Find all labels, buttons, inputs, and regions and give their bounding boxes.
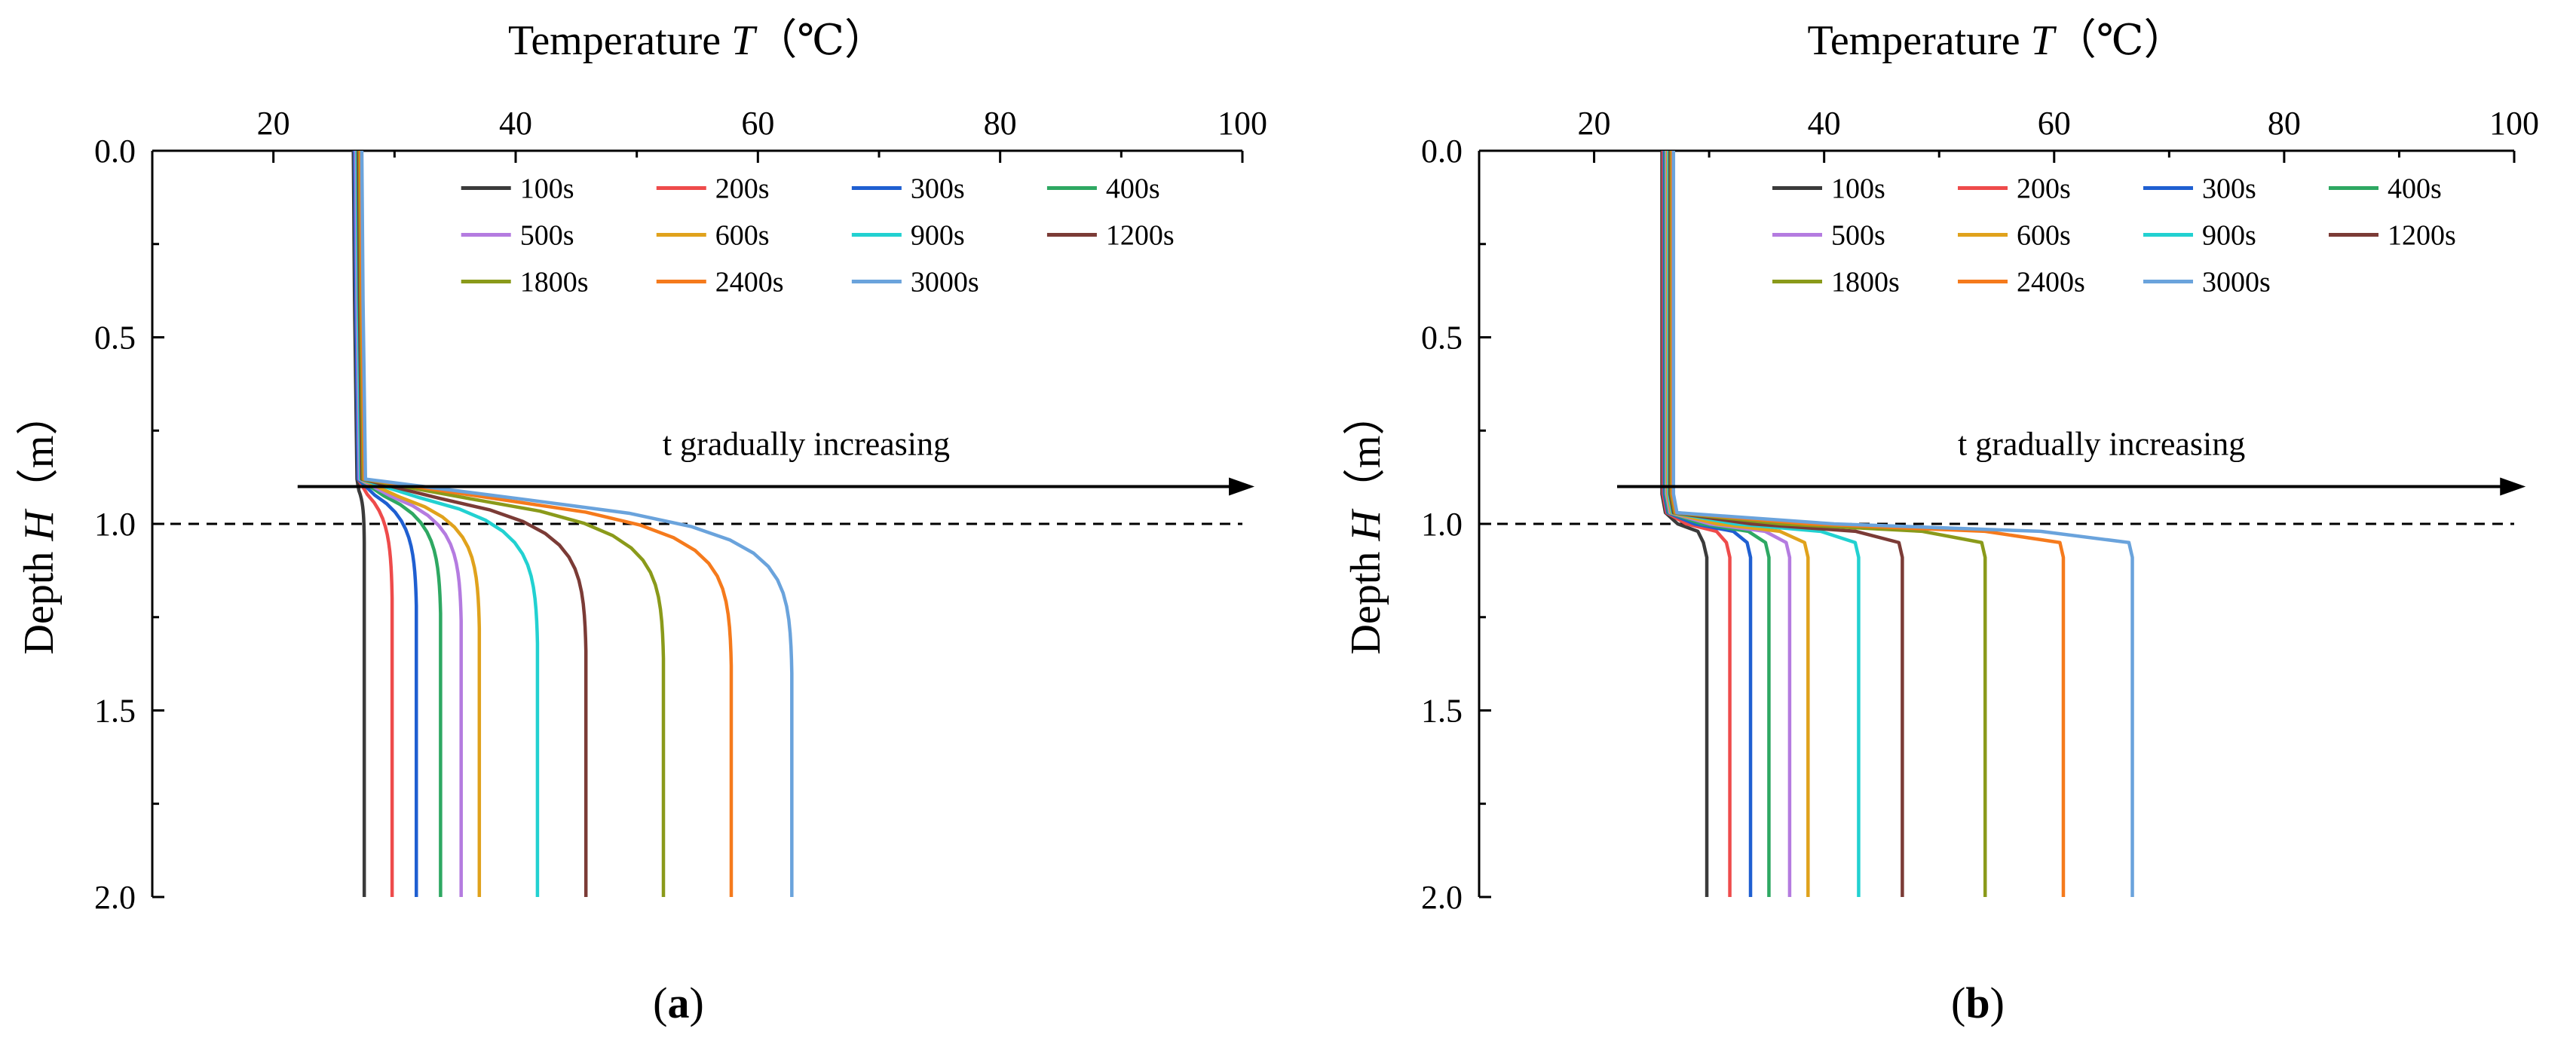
x-axis-title: Temperature T（℃）: [508, 17, 887, 64]
legend-label-1200s: 1200s: [1106, 220, 1175, 252]
series-line-500s: [354, 150, 463, 897]
y-axis-title-text: Depth: [16, 541, 63, 655]
legend-label-400s: 400s: [1106, 173, 1160, 205]
x-axis-title-text: Temperature: [508, 17, 731, 64]
y-axis-title-symbol: H: [16, 509, 63, 542]
legend-label-500s: 500s: [1831, 220, 1885, 252]
legend-label-100s: 100s: [520, 173, 574, 205]
panel-label-close: ): [690, 978, 704, 1027]
x-tick-label: 80: [2268, 105, 2301, 142]
series-line-2400s: [359, 150, 734, 897]
panel-label-open: (: [653, 978, 667, 1027]
panel-label: (b): [1951, 978, 2005, 1027]
series-line-600s: [355, 150, 482, 897]
legend-label-1200s: 1200s: [2388, 220, 2456, 252]
legend-label-600s: 600s: [715, 220, 770, 252]
x-axis-title-unit: （℃）: [2054, 17, 2186, 64]
y-tick-label: 1.0: [94, 506, 136, 543]
annotation-arrow-head: [2500, 477, 2526, 496]
y-axis-title-unit: （m）: [16, 393, 63, 511]
x-tick-label: 60: [741, 105, 774, 142]
legend-label-300s: 300s: [2202, 173, 2256, 205]
annotation-label: t gradually increasing: [1958, 426, 2245, 463]
panel-label: (a): [653, 978, 704, 1027]
legend-label-3000s: 3000s: [911, 267, 979, 298]
panel-label-letter: a: [668, 978, 690, 1027]
y-tick-label: 1.5: [1421, 693, 1463, 730]
y-tick-label: 1.0: [1421, 506, 1463, 543]
legend-label-1800s: 1800s: [1831, 267, 1900, 298]
x-tick-label: 100: [1218, 105, 1267, 142]
y-tick-label: 2.0: [94, 879, 136, 916]
series-line-3000s: [360, 150, 794, 897]
series-line-100s: [351, 150, 366, 897]
y-axis-title-unit: （m）: [1343, 393, 1389, 511]
legend-label-300s: 300s: [911, 173, 965, 205]
y-tick-label: 0.0: [94, 133, 136, 170]
legend-label-400s: 400s: [2388, 173, 2442, 205]
series-line-300s: [353, 150, 418, 897]
legend-label-200s: 200s: [2017, 173, 2071, 205]
x-axis-title-text: Temperature: [1808, 17, 2031, 64]
x-tick-label: 20: [1578, 105, 1611, 142]
legend-label-200s: 200s: [715, 173, 770, 205]
x-axis-title: Temperature T（℃）: [1808, 17, 2186, 64]
panel-label-close: ): [1990, 978, 2005, 1027]
y-tick-label: 0.5: [94, 320, 136, 357]
y-tick-label: 2.0: [1421, 879, 1463, 916]
x-tick-label: 40: [499, 105, 532, 142]
legend-label-100s: 100s: [1831, 173, 1885, 205]
x-tick-label: 80: [984, 105, 1017, 142]
x-tick-label: 60: [2038, 105, 2071, 142]
x-tick-label: 100: [2489, 105, 2539, 142]
legend-label-900s: 900s: [2202, 220, 2256, 252]
legend-label-500s: 500s: [520, 220, 574, 252]
series-line-1800s: [357, 150, 666, 897]
panel-label-open: (: [1951, 978, 1965, 1027]
legend-label-600s: 600s: [2017, 220, 2071, 252]
y-tick-label: 0.0: [1421, 133, 1463, 170]
series-line-3000s: [1671, 151, 2134, 897]
legend-label-1800s: 1800s: [520, 267, 589, 298]
legend-label-2400s: 2400s: [2017, 267, 2085, 298]
legend-label-3000s: 3000s: [2202, 267, 2271, 298]
series-line-400s: [354, 150, 443, 897]
x-axis-title-symbol: T: [2031, 17, 2057, 64]
y-axis-title-symbol: H: [1343, 509, 1389, 542]
x-axis-title-unit: （℃）: [755, 17, 887, 64]
panel-label-letter: b: [1965, 978, 1989, 1027]
x-tick-label: 20: [257, 105, 290, 142]
annotation-label: t gradually increasing: [663, 426, 950, 463]
series-line-900s: [355, 150, 540, 897]
annotation-arrow-head: [1229, 477, 1255, 496]
y-axis-title: Depth H（m）: [1343, 393, 1389, 655]
legend-label-2400s: 2400s: [715, 267, 784, 298]
series-line-1200s: [356, 150, 588, 897]
y-tick-label: 0.5: [1421, 320, 1463, 357]
series-line-200s: [353, 150, 394, 897]
y-tick-label: 1.5: [94, 693, 136, 730]
y-axis-title-text: Depth: [1343, 541, 1389, 655]
x-tick-label: 40: [1808, 105, 1841, 142]
y-axis-title: Depth H（m）: [16, 393, 63, 655]
legend-label-900s: 900s: [911, 220, 965, 252]
x-axis-title-symbol: T: [731, 17, 758, 64]
